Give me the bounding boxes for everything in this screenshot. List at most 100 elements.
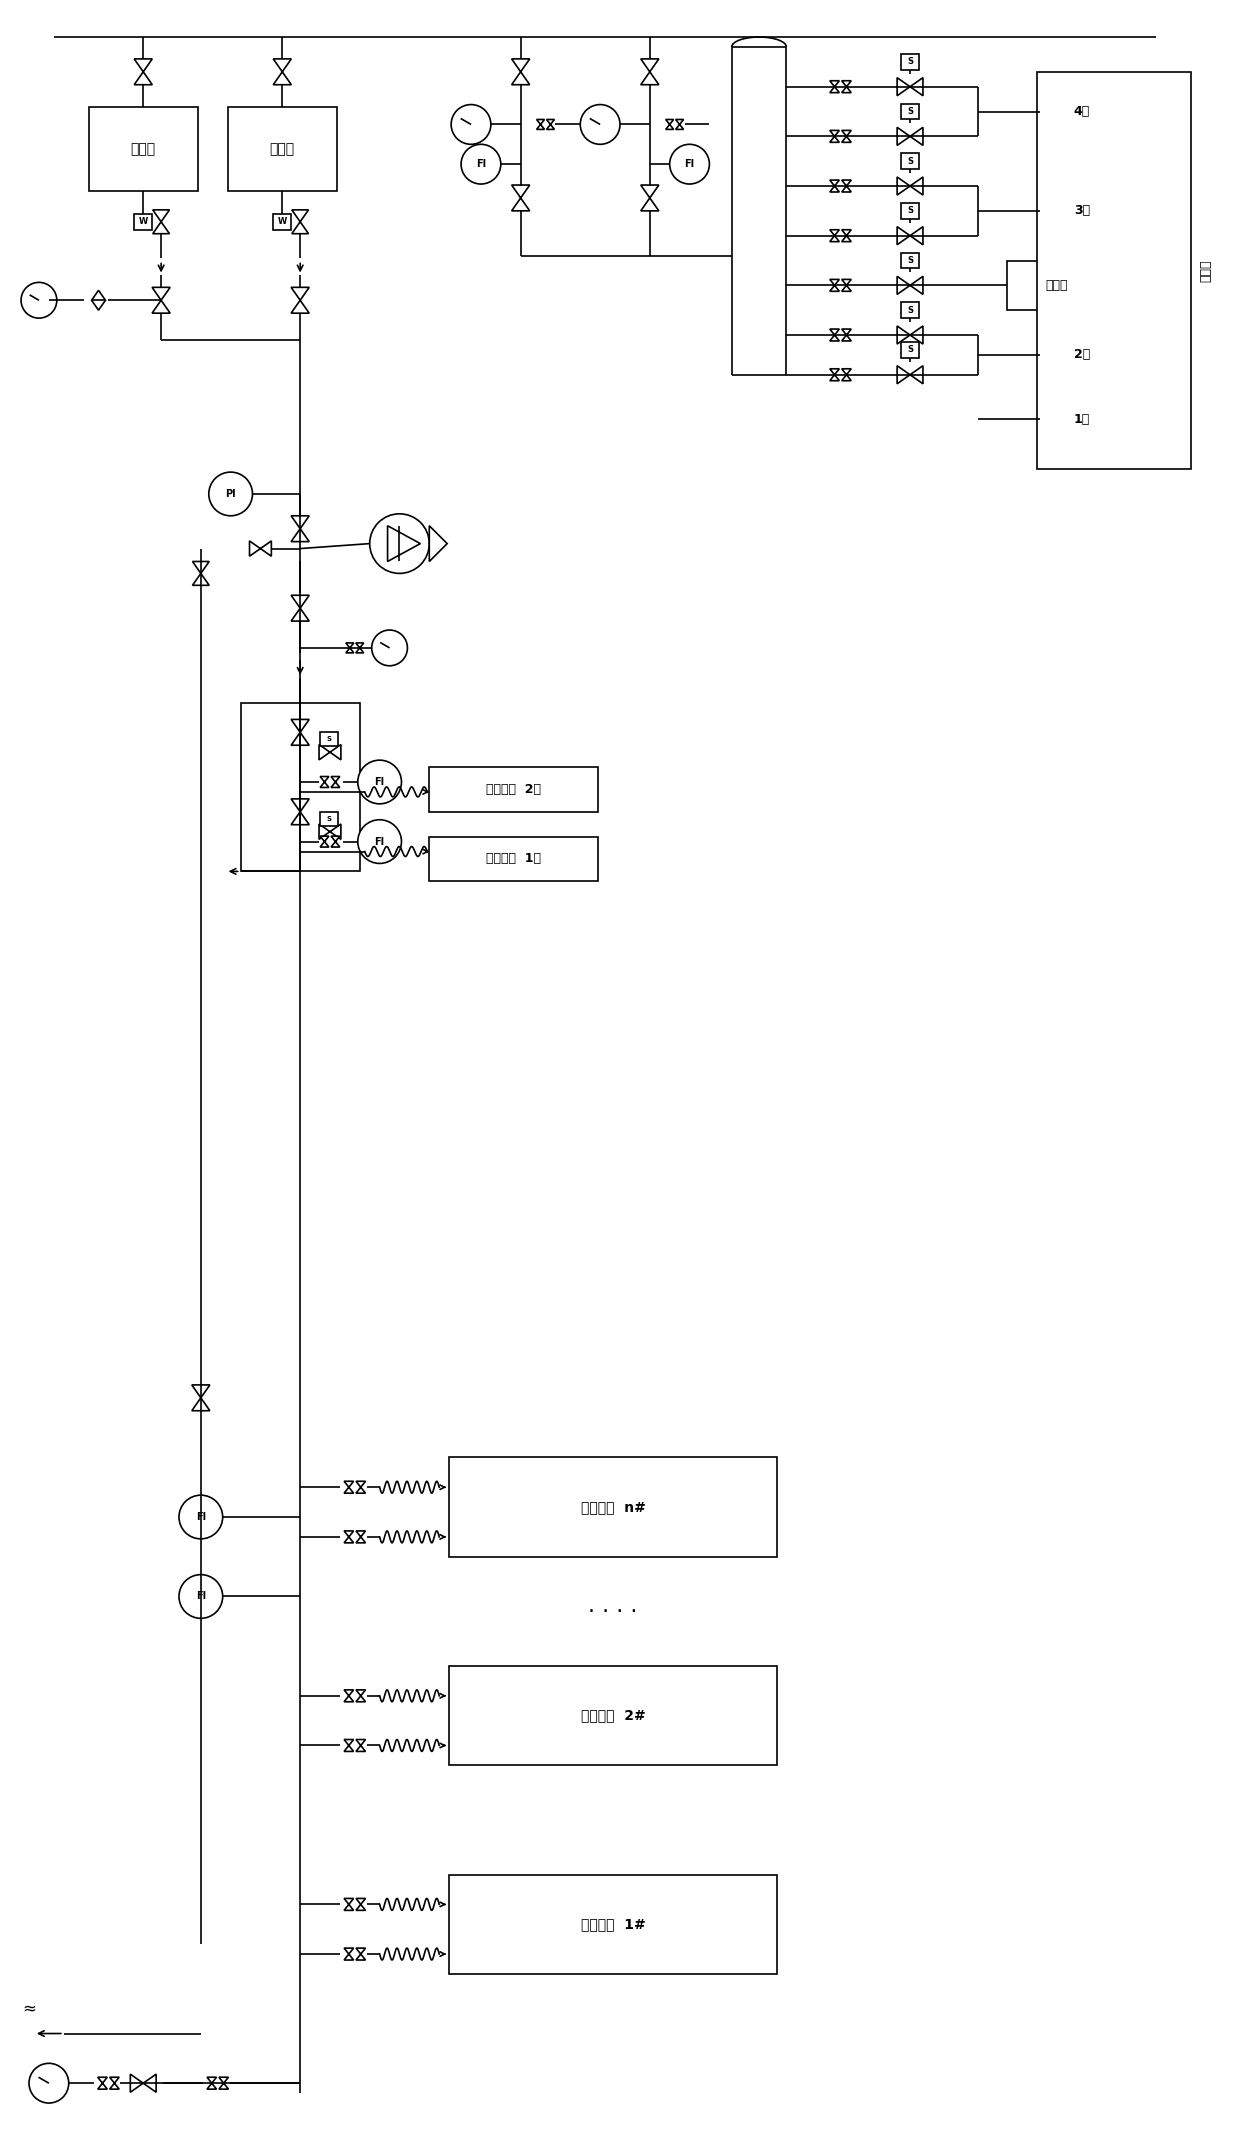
Text: S: S — [906, 344, 913, 355]
Text: 燃料头部  1组: 燃料头部 1组 — [486, 853, 541, 866]
Bar — [273, 213, 291, 230]
Text: 1区: 1区 — [1074, 413, 1090, 426]
Circle shape — [451, 105, 491, 144]
Polygon shape — [830, 280, 839, 291]
Polygon shape — [291, 209, 309, 235]
Text: S: S — [906, 157, 913, 166]
Polygon shape — [343, 1948, 353, 1959]
Bar — [901, 202, 919, 220]
Text: FI: FI — [196, 1591, 206, 1602]
Text: S: S — [906, 207, 913, 215]
Polygon shape — [109, 2078, 119, 2088]
Polygon shape — [343, 1899, 353, 1910]
Polygon shape — [842, 230, 851, 241]
Text: FI: FI — [374, 777, 384, 788]
Polygon shape — [830, 368, 839, 381]
Text: FI: FI — [476, 159, 486, 170]
Circle shape — [21, 282, 57, 319]
Text: 矿务机: 矿务机 — [130, 142, 156, 155]
Text: S: S — [326, 736, 331, 743]
Polygon shape — [134, 58, 153, 84]
Polygon shape — [641, 58, 658, 84]
Bar — [228, 105, 337, 192]
Circle shape — [358, 820, 402, 863]
Text: W: W — [139, 217, 148, 226]
Polygon shape — [897, 366, 923, 383]
Bar — [320, 812, 339, 827]
Text: 2区: 2区 — [1074, 349, 1090, 362]
Polygon shape — [666, 118, 673, 129]
Polygon shape — [512, 58, 529, 84]
Text: PI: PI — [226, 489, 236, 499]
Polygon shape — [356, 1481, 366, 1494]
Polygon shape — [92, 291, 105, 310]
Circle shape — [29, 2063, 68, 2103]
Polygon shape — [842, 181, 851, 192]
Text: 矿务机: 矿务机 — [270, 142, 295, 155]
Text: ≈: ≈ — [22, 2000, 36, 2017]
Polygon shape — [842, 368, 851, 381]
Ellipse shape — [1040, 181, 1123, 241]
Polygon shape — [830, 181, 839, 192]
Text: 点火器: 点火器 — [1045, 280, 1069, 293]
Polygon shape — [356, 1740, 366, 1750]
Polygon shape — [830, 329, 839, 340]
Bar — [901, 153, 919, 170]
Polygon shape — [249, 540, 272, 555]
Polygon shape — [842, 131, 851, 142]
Circle shape — [461, 144, 501, 183]
Bar — [241, 702, 360, 872]
Polygon shape — [343, 1481, 353, 1494]
Text: S: S — [906, 306, 913, 314]
Bar — [901, 342, 919, 357]
Bar — [449, 1458, 777, 1557]
Polygon shape — [291, 799, 309, 825]
Text: FI: FI — [374, 838, 384, 846]
Circle shape — [372, 631, 408, 665]
Text: 燃烧区域  2#: 燃烧区域 2# — [580, 1709, 646, 1722]
Text: W: W — [278, 217, 286, 226]
Bar — [429, 838, 598, 881]
Circle shape — [208, 472, 253, 517]
Polygon shape — [356, 644, 363, 652]
Polygon shape — [153, 209, 170, 235]
Polygon shape — [207, 2078, 217, 2088]
Circle shape — [179, 1494, 223, 1539]
Text: S: S — [906, 58, 913, 67]
Polygon shape — [291, 719, 309, 745]
Polygon shape — [547, 118, 554, 129]
Polygon shape — [343, 1531, 353, 1544]
Circle shape — [358, 760, 402, 803]
Polygon shape — [291, 517, 309, 543]
Polygon shape — [346, 644, 353, 652]
Polygon shape — [98, 2078, 108, 2088]
Polygon shape — [153, 286, 170, 312]
Polygon shape — [331, 835, 340, 846]
Text: S: S — [906, 256, 913, 265]
Polygon shape — [219, 2078, 228, 2088]
Polygon shape — [830, 131, 839, 142]
Polygon shape — [343, 1690, 353, 1701]
Bar — [901, 301, 919, 319]
Circle shape — [370, 515, 429, 573]
Bar — [1007, 261, 1107, 310]
Polygon shape — [897, 325, 923, 344]
Polygon shape — [356, 1531, 366, 1544]
Bar — [1037, 71, 1192, 469]
Text: S: S — [906, 108, 913, 116]
Polygon shape — [356, 1899, 366, 1910]
Polygon shape — [273, 58, 291, 84]
Polygon shape — [641, 185, 658, 211]
Bar — [320, 732, 339, 747]
Text: 燃料头部  2组: 燃料头部 2组 — [486, 784, 541, 797]
Polygon shape — [429, 525, 448, 562]
Text: FI: FI — [196, 1511, 206, 1522]
Polygon shape — [897, 226, 923, 245]
Polygon shape — [512, 185, 529, 211]
Polygon shape — [897, 78, 923, 95]
Polygon shape — [320, 777, 329, 788]
Polygon shape — [291, 286, 309, 312]
Text: 燃烧区域  1#: 燃烧区域 1# — [580, 1918, 646, 1931]
Polygon shape — [192, 1384, 210, 1410]
Bar — [901, 103, 919, 118]
